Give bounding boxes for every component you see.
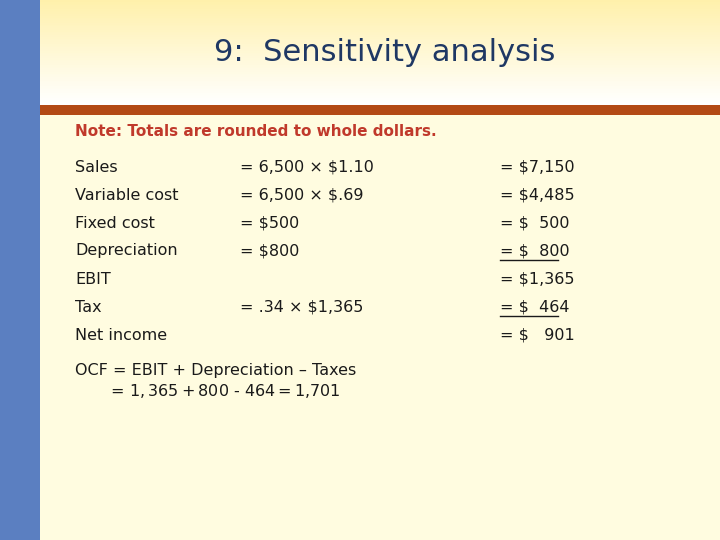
Text: 9:  Sensitivity analysis: 9: Sensitivity analysis [215,38,556,67]
Bar [0,98,720,100]
Bar [0,47,720,49]
Text: Note: Totals are rounded to whole dollars.: Note: Totals are rounded to whole dollar… [75,125,436,139]
Bar [0,33,720,35]
Text: Fixed cost: Fixed cost [75,215,155,231]
Bar [0,80,720,82]
Bar [0,40,720,42]
Text: = .34 × $1,365: = .34 × $1,365 [240,300,364,314]
Bar [0,56,720,58]
Bar [0,28,720,30]
Bar [0,64,720,66]
Bar [0,63,720,65]
Bar [0,3,720,5]
Text: = $1,365: = $1,365 [500,272,575,287]
Bar [0,57,720,59]
Bar [0,14,720,16]
Bar [0,12,720,14]
Bar [0,22,720,24]
Bar [0,92,720,94]
Text: = $800: = $800 [240,244,300,259]
Bar [0,43,720,45]
Bar [0,36,720,38]
Bar [0,26,720,28]
Bar [0,42,720,44]
Bar [0,6,720,9]
Text: = $  800: = $ 800 [500,244,570,259]
Bar [0,75,720,77]
Bar [0,17,720,19]
Text: = 6,500 × $.69: = 6,500 × $.69 [240,187,364,202]
Bar [0,59,720,61]
Text: = $500: = $500 [240,215,300,231]
Bar [0,5,720,7]
Bar [0,78,720,80]
Bar [0,77,720,79]
Text: EBIT: EBIT [75,272,111,287]
Bar [0,38,720,40]
Bar [0,8,720,10]
Bar [0,52,720,54]
Bar [0,1,720,3]
Text: Sales: Sales [75,159,117,174]
Bar [0,50,720,52]
Text: = $7,150: = $7,150 [500,159,575,174]
Text: = $  500: = $ 500 [500,215,570,231]
Bar [0,87,720,89]
Bar [0,105,720,540]
Bar [0,94,720,96]
Text: = $   901: = $ 901 [500,327,575,342]
Bar [0,85,720,87]
Bar [0,54,720,56]
Bar [0,29,720,31]
Text: Variable cost: Variable cost [75,187,179,202]
Bar [0,21,720,23]
Text: = $1,365 + $800 - $464 = $1,701: = $1,365 + $800 - $464 = $1,701 [75,382,341,400]
Bar [0,73,720,75]
Bar [0,103,720,105]
Bar [0,70,720,72]
Bar [0,31,720,33]
Bar [0,89,720,91]
Bar [0,82,720,84]
Bar [0,35,720,37]
Bar [0,45,720,47]
Text: Depreciation: Depreciation [75,244,178,259]
Text: Tax: Tax [75,300,102,314]
Text: = $  464: = $ 464 [500,300,570,314]
Bar [0,0,720,2]
Bar [0,99,720,102]
Bar [0,15,720,17]
Text: OCF = EBIT + Depreciation – Taxes: OCF = EBIT + Depreciation – Taxes [75,363,356,379]
Bar [0,68,720,70]
Bar [0,71,720,73]
Bar [0,19,720,21]
Bar [0,91,720,93]
Bar [0,24,720,26]
Text: Net income: Net income [75,327,167,342]
Bar [0,49,720,51]
Bar [0,84,720,86]
Bar [0,0,40,540]
Bar [0,96,720,98]
Text: = 6,500 × $1.10: = 6,500 × $1.10 [240,159,374,174]
Bar [40,105,720,115]
Bar [0,101,720,103]
Text: = $4,485: = $4,485 [500,187,575,202]
Bar [0,60,720,63]
Bar [0,66,720,68]
Bar [0,10,720,12]
